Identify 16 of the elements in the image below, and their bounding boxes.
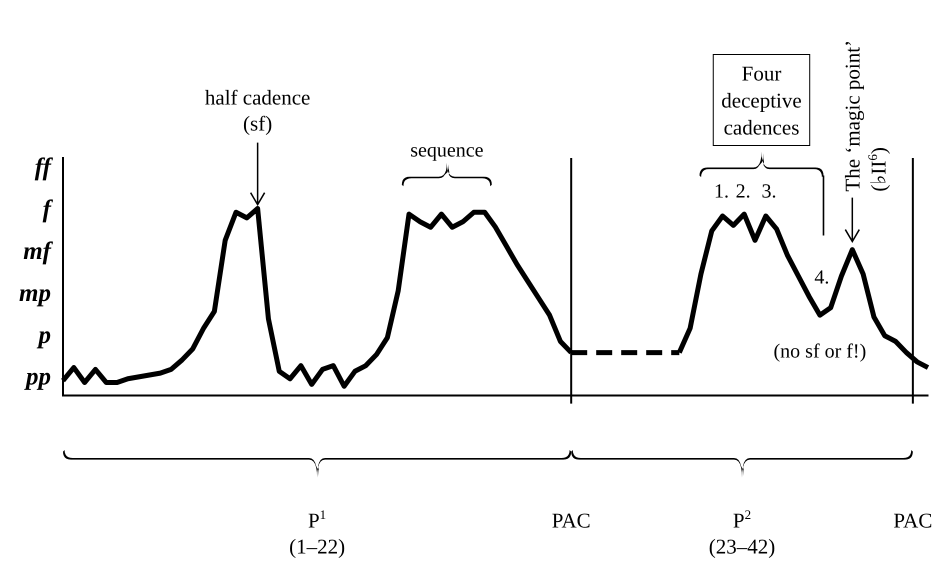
text: 3. <box>762 180 777 203</box>
text: pp <box>24 364 51 391</box>
text: mf <box>23 238 54 265</box>
text: PAC <box>893 508 932 533</box>
text: f <box>42 196 54 224</box>
text: p <box>36 322 51 349</box>
annotation: 4. <box>814 266 830 288</box>
text: 2. <box>736 180 751 203</box>
annotation: (no sf or f!) <box>774 340 866 362</box>
text: ff <box>34 154 54 182</box>
text: 1. <box>714 180 729 203</box>
text: PAC <box>552 508 591 533</box>
text: mp <box>19 280 51 307</box>
text: sequence <box>410 140 484 162</box>
text: Four deceptive cadences <box>721 62 802 140</box>
text: half cadence (sf) <box>204 86 310 136</box>
